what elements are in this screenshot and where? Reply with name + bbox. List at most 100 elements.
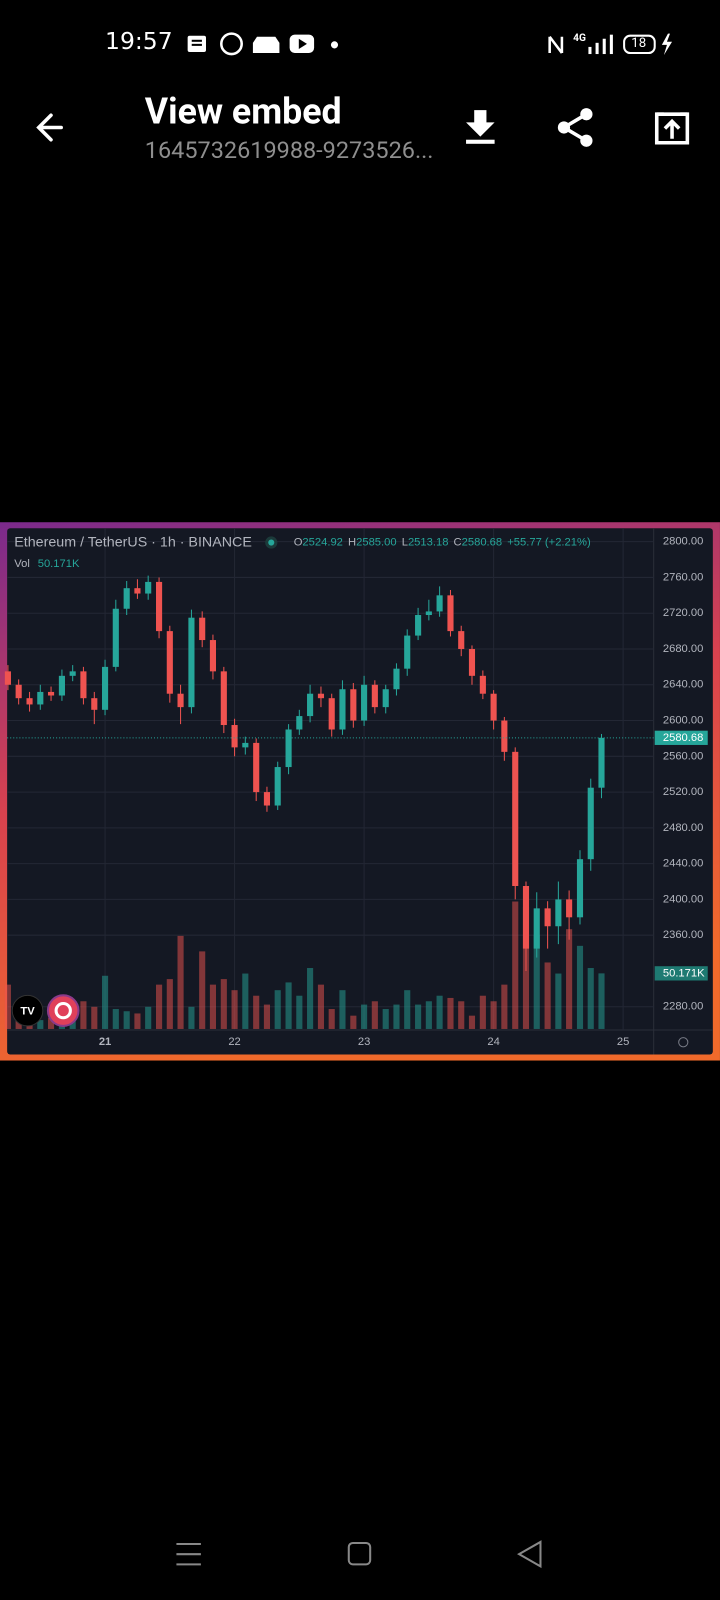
candle-body [285, 729, 292, 768]
price-change: +55.77 (+2.21%) [507, 537, 591, 549]
candle-body [231, 725, 238, 748]
volume-title: Vol [14, 558, 30, 570]
tv-logo[interactable] [11, 994, 44, 1027]
volume-bar [468, 1015, 476, 1029]
volume-bar [69, 1020, 76, 1029]
candle-body [587, 787, 594, 860]
back-button[interactable] [31, 106, 78, 151]
home-button[interactable] [347, 1541, 372, 1566]
volume-bar [371, 1001, 378, 1029]
settings-icon[interactable] [678, 1037, 689, 1048]
volume-bar [220, 979, 227, 1029]
candle-body [15, 684, 22, 699]
y-tick-label: 2520.00 [663, 786, 704, 798]
candle-body [199, 617, 206, 641]
candle-body [209, 640, 217, 672]
app-logo-mark [54, 1001, 72, 1020]
volume-bar [447, 997, 454, 1029]
candle-body [123, 588, 130, 609]
ohlc-letter: H [348, 537, 356, 549]
last-price-tag [654, 730, 708, 745]
candle-body [307, 693, 314, 717]
candle-body [458, 631, 465, 649]
y-tick-label: 2760.00 [663, 571, 704, 583]
candle-body [415, 615, 422, 636]
volume-bar [436, 995, 443, 1029]
candle-body [501, 720, 508, 752]
candle-body [555, 899, 562, 927]
y-tick-label: 2600.00 [663, 715, 704, 727]
volume-bar [112, 1009, 119, 1029]
y-tick-label: 2720.00 [663, 607, 704, 619]
volume-bar [188, 1006, 195, 1029]
share-button[interactable] [554, 106, 599, 151]
ohlc-value: 2524.92 [302, 537, 343, 549]
candle-body [253, 742, 260, 793]
x-tick-label: 25 [617, 1036, 629, 1048]
candle-body [37, 691, 44, 705]
y-tick-label: 2480.00 [663, 822, 704, 834]
tv-logo-mark: TV [20, 1006, 35, 1018]
y-tick-label: 2400.00 [663, 893, 704, 905]
candle-body [468, 648, 476, 676]
volume-bar [296, 995, 303, 1029]
ohlc-letter: L [402, 537, 408, 549]
candle-body [350, 689, 357, 721]
candle-body [156, 581, 163, 632]
back-nav-button[interactable] [517, 1540, 542, 1569]
volume-bar [415, 1004, 422, 1029]
x-tick-label: 23 [358, 1036, 370, 1048]
volume-bar [566, 929, 573, 1029]
volume-bar [361, 1004, 368, 1029]
volume-bar [80, 1001, 87, 1029]
download-button[interactable] [459, 106, 502, 149]
candle-body [220, 671, 227, 726]
candle-body [425, 611, 432, 616]
volume-bar [242, 973, 249, 1029]
app-logo[interactable] [46, 994, 80, 1027]
volume-bar [576, 945, 584, 1029]
candle-body [317, 693, 325, 699]
candle-body [576, 859, 584, 918]
y-tick-label: 2800.00 [663, 536, 704, 548]
volume-bar [145, 1006, 152, 1029]
volume-bar [501, 984, 508, 1029]
candle-body [69, 671, 76, 676]
volume-bar [533, 934, 540, 1029]
volume-bar [209, 984, 217, 1029]
candle-body [101, 666, 109, 710]
open-external-button[interactable] [651, 108, 694, 149]
volume-bar [199, 951, 206, 1029]
volume-bar [490, 1001, 497, 1029]
volume-bar [134, 1013, 141, 1029]
candle-body [371, 684, 378, 708]
candle-body [436, 595, 443, 612]
volume-bar [47, 1017, 55, 1029]
y-tick-label: 2280.00 [663, 1001, 704, 1013]
chart-title: Ethereum / TetherUS · 1h · BINANCE [14, 534, 252, 550]
volume-bar [123, 1011, 130, 1029]
candle-body [512, 751, 519, 887]
candle-body [598, 737, 605, 788]
volume-bar [544, 962, 551, 1029]
notification-icons [187, 32, 339, 56]
status-time: 19:57 [105, 28, 173, 56]
volume-legend-value: 50.171K [38, 558, 80, 570]
ohlc-value: 2585.00 [356, 537, 397, 549]
volume-bar [4, 984, 11, 1029]
candle-body [479, 675, 486, 694]
last-price-label: 2580.68 [663, 732, 704, 744]
volume-bar [425, 1001, 432, 1029]
candle-body [339, 689, 346, 730]
candle-body [522, 886, 530, 949]
volume-bar [91, 1006, 98, 1029]
x-tick-label: 21 [99, 1036, 111, 1048]
candle-body [145, 581, 152, 594]
volume-bar [166, 979, 173, 1029]
candle-body [91, 698, 98, 710]
y-tick-label: 2440.00 [663, 858, 704, 870]
y-tick-label: 2640.00 [663, 679, 704, 691]
candle-body [544, 908, 551, 927]
volume-bar [404, 990, 411, 1029]
